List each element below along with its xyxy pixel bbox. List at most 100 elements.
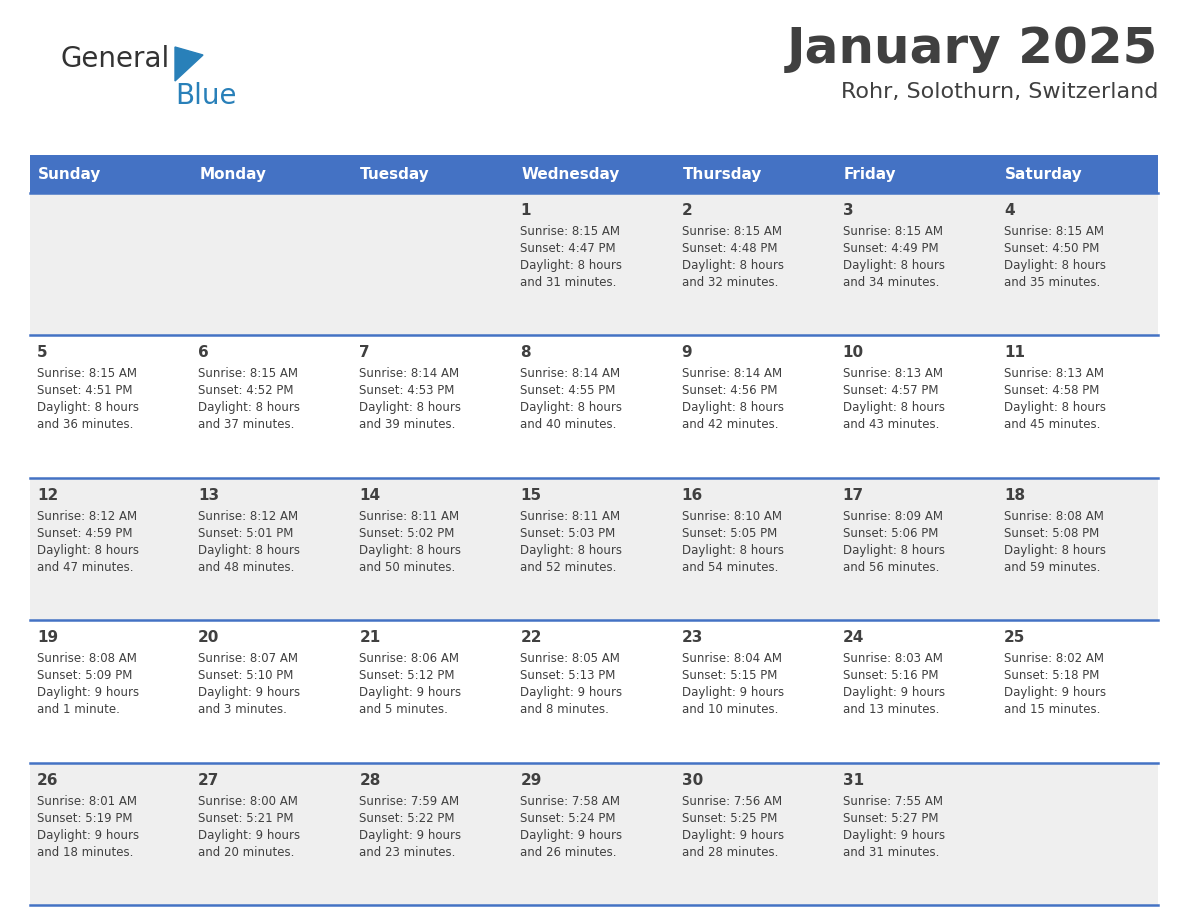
Text: Sunrise: 7:58 AM: Sunrise: 7:58 AM bbox=[520, 795, 620, 808]
Text: 28: 28 bbox=[359, 773, 380, 788]
Bar bbox=[675, 621, 835, 763]
Text: Rohr, Solothurn, Switzerland: Rohr, Solothurn, Switzerland bbox=[841, 82, 1158, 102]
Bar bbox=[30, 193, 191, 335]
Text: and 47 minutes.: and 47 minutes. bbox=[37, 561, 133, 574]
Text: Sunrise: 8:14 AM: Sunrise: 8:14 AM bbox=[359, 367, 460, 380]
Text: Sunrise: 8:10 AM: Sunrise: 8:10 AM bbox=[682, 509, 782, 522]
Text: Daylight: 8 hours: Daylight: 8 hours bbox=[842, 259, 944, 272]
Bar bbox=[675, 193, 835, 335]
Text: Sunrise: 8:01 AM: Sunrise: 8:01 AM bbox=[37, 795, 137, 808]
Text: Sunset: 4:51 PM: Sunset: 4:51 PM bbox=[37, 385, 133, 397]
Bar bbox=[513, 477, 675, 621]
Bar bbox=[191, 335, 353, 477]
Text: and 52 minutes.: and 52 minutes. bbox=[520, 561, 617, 574]
Text: Thursday: Thursday bbox=[683, 166, 762, 182]
Text: and 8 minutes.: and 8 minutes. bbox=[520, 703, 609, 716]
Polygon shape bbox=[175, 47, 203, 81]
Text: Daylight: 8 hours: Daylight: 8 hours bbox=[842, 543, 944, 557]
Text: Daylight: 9 hours: Daylight: 9 hours bbox=[1004, 686, 1106, 700]
Text: Sunset: 5:13 PM: Sunset: 5:13 PM bbox=[520, 669, 615, 682]
Text: Sunset: 5:18 PM: Sunset: 5:18 PM bbox=[1004, 669, 1099, 682]
Bar bbox=[191, 193, 353, 335]
Bar bbox=[835, 193, 997, 335]
Text: Sunset: 5:02 PM: Sunset: 5:02 PM bbox=[359, 527, 455, 540]
Text: and 20 minutes.: and 20 minutes. bbox=[198, 845, 295, 858]
Text: Sunset: 5:19 PM: Sunset: 5:19 PM bbox=[37, 812, 133, 824]
Text: and 48 minutes.: and 48 minutes. bbox=[198, 561, 295, 574]
Text: Daylight: 9 hours: Daylight: 9 hours bbox=[198, 829, 301, 842]
Text: Daylight: 8 hours: Daylight: 8 hours bbox=[842, 401, 944, 414]
Text: 11: 11 bbox=[1004, 345, 1025, 361]
Bar bbox=[353, 477, 513, 621]
Text: Daylight: 8 hours: Daylight: 8 hours bbox=[520, 401, 623, 414]
Text: Daylight: 8 hours: Daylight: 8 hours bbox=[1004, 543, 1106, 557]
Bar bbox=[835, 621, 997, 763]
Text: General: General bbox=[61, 45, 169, 73]
Bar bbox=[675, 477, 835, 621]
Text: Sunset: 5:01 PM: Sunset: 5:01 PM bbox=[198, 527, 293, 540]
Text: 19: 19 bbox=[37, 630, 58, 645]
Text: January 2025: January 2025 bbox=[786, 25, 1158, 73]
Text: Daylight: 8 hours: Daylight: 8 hours bbox=[359, 543, 461, 557]
Text: Sunset: 5:24 PM: Sunset: 5:24 PM bbox=[520, 812, 615, 824]
Text: and 36 minutes.: and 36 minutes. bbox=[37, 419, 133, 431]
Text: Sunrise: 8:14 AM: Sunrise: 8:14 AM bbox=[682, 367, 782, 380]
Text: Daylight: 9 hours: Daylight: 9 hours bbox=[37, 829, 139, 842]
Text: Sunday: Sunday bbox=[38, 166, 101, 182]
Text: 4: 4 bbox=[1004, 203, 1015, 218]
Text: Daylight: 9 hours: Daylight: 9 hours bbox=[842, 686, 944, 700]
Text: and 26 minutes.: and 26 minutes. bbox=[520, 845, 617, 858]
Text: Sunset: 4:47 PM: Sunset: 4:47 PM bbox=[520, 242, 617, 255]
Text: Daylight: 8 hours: Daylight: 8 hours bbox=[682, 401, 784, 414]
Bar bbox=[675, 763, 835, 905]
Text: 17: 17 bbox=[842, 487, 864, 503]
Text: Sunrise: 8:03 AM: Sunrise: 8:03 AM bbox=[842, 652, 942, 666]
Text: and 40 minutes.: and 40 minutes. bbox=[520, 419, 617, 431]
Text: Sunrise: 8:15 AM: Sunrise: 8:15 AM bbox=[37, 367, 137, 380]
Text: Sunrise: 8:13 AM: Sunrise: 8:13 AM bbox=[842, 367, 943, 380]
Text: Sunset: 5:05 PM: Sunset: 5:05 PM bbox=[682, 527, 777, 540]
Text: 12: 12 bbox=[37, 487, 58, 503]
Bar bbox=[513, 763, 675, 905]
Text: 13: 13 bbox=[198, 487, 220, 503]
Text: Daylight: 8 hours: Daylight: 8 hours bbox=[198, 543, 301, 557]
Text: 26: 26 bbox=[37, 773, 58, 788]
Text: Daylight: 9 hours: Daylight: 9 hours bbox=[682, 829, 784, 842]
Text: Daylight: 9 hours: Daylight: 9 hours bbox=[520, 829, 623, 842]
Text: 24: 24 bbox=[842, 630, 864, 645]
Text: Sunrise: 8:07 AM: Sunrise: 8:07 AM bbox=[198, 652, 298, 666]
Text: Sunrise: 8:15 AM: Sunrise: 8:15 AM bbox=[1004, 225, 1104, 238]
Bar bbox=[997, 155, 1158, 193]
Bar bbox=[30, 335, 191, 477]
Text: Sunset: 4:48 PM: Sunset: 4:48 PM bbox=[682, 242, 777, 255]
Text: 27: 27 bbox=[198, 773, 220, 788]
Text: Sunset: 5:08 PM: Sunset: 5:08 PM bbox=[1004, 527, 1099, 540]
Text: and 45 minutes.: and 45 minutes. bbox=[1004, 419, 1100, 431]
Text: Daylight: 8 hours: Daylight: 8 hours bbox=[682, 543, 784, 557]
Text: Daylight: 9 hours: Daylight: 9 hours bbox=[37, 686, 139, 700]
Text: and 42 minutes.: and 42 minutes. bbox=[682, 419, 778, 431]
Text: Daylight: 9 hours: Daylight: 9 hours bbox=[198, 686, 301, 700]
Text: Daylight: 9 hours: Daylight: 9 hours bbox=[682, 686, 784, 700]
Bar bbox=[835, 763, 997, 905]
Bar bbox=[513, 155, 675, 193]
Text: and 31 minutes.: and 31 minutes. bbox=[520, 276, 617, 289]
Text: and 50 minutes.: and 50 minutes. bbox=[359, 561, 455, 574]
Text: Sunrise: 8:08 AM: Sunrise: 8:08 AM bbox=[1004, 509, 1104, 522]
Text: 22: 22 bbox=[520, 630, 542, 645]
Text: Sunset: 5:09 PM: Sunset: 5:09 PM bbox=[37, 669, 132, 682]
Bar bbox=[30, 155, 191, 193]
Text: Sunset: 5:15 PM: Sunset: 5:15 PM bbox=[682, 669, 777, 682]
Text: and 59 minutes.: and 59 minutes. bbox=[1004, 561, 1100, 574]
Text: and 54 minutes.: and 54 minutes. bbox=[682, 561, 778, 574]
Text: Daylight: 9 hours: Daylight: 9 hours bbox=[520, 686, 623, 700]
Text: Sunset: 4:55 PM: Sunset: 4:55 PM bbox=[520, 385, 615, 397]
Bar bbox=[191, 763, 353, 905]
Text: 8: 8 bbox=[520, 345, 531, 361]
Text: and 34 minutes.: and 34 minutes. bbox=[842, 276, 939, 289]
Text: 20: 20 bbox=[198, 630, 220, 645]
Text: Sunrise: 8:12 AM: Sunrise: 8:12 AM bbox=[37, 509, 137, 522]
Text: 15: 15 bbox=[520, 487, 542, 503]
Text: Sunset: 4:49 PM: Sunset: 4:49 PM bbox=[842, 242, 939, 255]
Text: Sunrise: 8:15 AM: Sunrise: 8:15 AM bbox=[682, 225, 782, 238]
